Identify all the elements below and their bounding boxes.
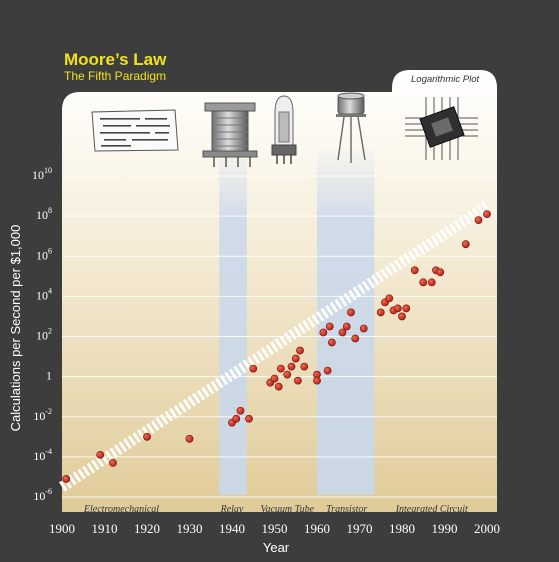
data-point bbox=[300, 362, 309, 371]
data-point bbox=[338, 328, 347, 337]
chart-subtitle: The Fifth Paradigm bbox=[64, 69, 166, 83]
data-point bbox=[232, 414, 241, 423]
data-point bbox=[276, 364, 285, 373]
data-point bbox=[398, 312, 406, 321]
era-label: Integrated Circuit bbox=[395, 504, 468, 515]
y-tick-label: 1 bbox=[46, 369, 52, 383]
x-tick-label: 1980 bbox=[389, 521, 415, 536]
x-axis-ticks: 1900 1910 1920 1930 1940 1950 1960 1970 1980 1990… bbox=[49, 521, 500, 536]
punched-card-icon bbox=[91, 109, 179, 152]
y-tick-label: 104 bbox=[36, 286, 52, 302]
y-tick-label: 106 bbox=[36, 246, 52, 262]
data-point bbox=[393, 304, 402, 313]
y-tick-label: 102 bbox=[36, 327, 52, 343]
plot-panel bbox=[62, 70, 497, 512]
era-labels: Electromechanical Relay Vacuum Tube Transis… bbox=[83, 504, 468, 515]
data-point bbox=[461, 240, 470, 249]
data-point bbox=[249, 364, 258, 373]
relay-icon bbox=[202, 102, 258, 167]
y-tick-label: 108 bbox=[36, 206, 52, 222]
data-point bbox=[319, 328, 328, 337]
transistor-icon bbox=[336, 92, 366, 163]
data-point bbox=[109, 458, 117, 467]
data-point bbox=[359, 324, 368, 333]
era-label: Electromechanical bbox=[83, 504, 159, 515]
horizontal-gridlines bbox=[62, 175, 497, 498]
era-highlight-bands bbox=[219, 150, 375, 495]
x-tick-label: 1920 bbox=[134, 521, 160, 536]
x-tick-label: 1990 bbox=[432, 521, 458, 536]
data-point bbox=[185, 434, 194, 443]
data-point bbox=[296, 346, 304, 355]
era-band-1 bbox=[317, 150, 375, 495]
era-label: Vacuum Tube bbox=[260, 504, 314, 515]
x-tick-label: 1940 bbox=[219, 521, 245, 536]
era-label: Relay bbox=[220, 504, 244, 515]
data-point bbox=[62, 475, 71, 483]
data-points bbox=[62, 210, 491, 483]
data-point bbox=[291, 354, 300, 363]
era-label: Transistor bbox=[326, 504, 367, 515]
data-point bbox=[427, 278, 436, 287]
trend-line bbox=[58, 201, 491, 492]
data-point bbox=[385, 294, 394, 303]
data-point bbox=[270, 374, 279, 383]
data-point bbox=[342, 322, 351, 331]
y-axis-title: Calculations per Second per $1,000 bbox=[8, 225, 23, 432]
data-point bbox=[143, 432, 151, 441]
logarithmic-plot-note: Logarithmic Plot bbox=[411, 74, 479, 85]
data-point bbox=[351, 334, 360, 343]
data-point bbox=[287, 362, 296, 371]
x-tick-label: 1950 bbox=[262, 521, 288, 536]
data-point bbox=[245, 414, 253, 423]
chart-title: Moore’s Law bbox=[64, 50, 167, 69]
data-point bbox=[236, 406, 245, 415]
y-tick-label: 10-6 bbox=[33, 487, 52, 503]
data-point bbox=[293, 376, 302, 385]
data-point bbox=[402, 304, 411, 313]
y-axis-ticks: 1010 108 106 104 102 1 10-2 10-4 10-6 bbox=[32, 166, 52, 503]
data-point bbox=[410, 266, 419, 275]
data-point bbox=[274, 382, 283, 391]
vacuum-tube-icon bbox=[271, 95, 297, 164]
data-point bbox=[96, 450, 105, 459]
y-tick-label: 10-2 bbox=[33, 407, 52, 423]
x-tick-label: 1900 bbox=[49, 521, 75, 536]
data-point bbox=[327, 338, 336, 347]
integrated-circuit-icon bbox=[405, 97, 478, 160]
y-tick-label: 10-4 bbox=[33, 447, 52, 463]
trend-line-layer bbox=[58, 201, 491, 492]
data-point bbox=[376, 308, 385, 317]
y-tick-label: 1010 bbox=[32, 166, 52, 182]
era-band-0 bbox=[219, 150, 247, 495]
data-point bbox=[283, 370, 292, 379]
x-axis-title: Year bbox=[263, 540, 290, 555]
x-tick-label: 1960 bbox=[304, 521, 330, 536]
data-point bbox=[313, 376, 321, 385]
x-tick-label: 1910 bbox=[92, 521, 118, 536]
x-tick-label: 1930 bbox=[177, 521, 203, 536]
data-point bbox=[483, 210, 491, 219]
data-point bbox=[419, 278, 428, 287]
data-point bbox=[474, 216, 483, 225]
data-point bbox=[323, 366, 332, 375]
x-tick-label: 2000 bbox=[474, 521, 500, 536]
data-point bbox=[325, 322, 334, 331]
x-tick-label: 1970 bbox=[347, 521, 373, 536]
data-point bbox=[347, 308, 355, 317]
data-point bbox=[436, 268, 445, 277]
